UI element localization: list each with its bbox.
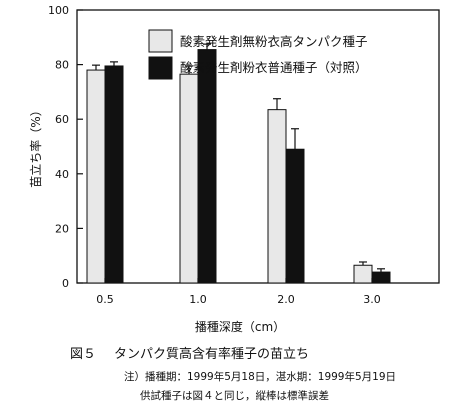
legend: 酸素発生剤無粉衣高タンパク種子 酸素発生剤粉衣普通種子（対照） <box>148 29 368 80</box>
legend-label-series-1: 酸素発生剤無粉衣高タンパク種子 <box>180 34 368 49</box>
figure-number: 図５ <box>70 347 97 362</box>
legend-label-series-2: 酸素発生剤粉衣普通種子（対照） <box>180 60 368 75</box>
bar-3.0-series-1 <box>353 264 373 284</box>
y-tick-label-2: 40 <box>55 168 69 181</box>
x-axis-title: 播種深度（cm） <box>195 319 285 334</box>
x-tick-label-2: 2.0 <box>277 293 295 306</box>
bar-1.0-series-2 <box>197 49 217 284</box>
y-tick-label-3: 60 <box>55 113 69 126</box>
figure-caption: 図５ タンパク質高含有率種子の苗立ち <box>70 343 309 362</box>
x-tick-label-0: 0.5 <box>96 293 114 306</box>
x-axis: 0.5 1.0 2.0 3.0 <box>96 278 381 306</box>
y-tick-label-4: 80 <box>55 59 69 72</box>
bar-2.0-series-1 <box>267 109 287 284</box>
y-axis: 0 20 40 60 80 100 <box>48 4 83 290</box>
note-line-1: 注）播種期：1999年5月18日，湛水期：1999年5月19日 <box>124 371 397 383</box>
bar-0.5-series-1 <box>86 69 106 284</box>
bar-1.0-series-1 <box>179 73 199 284</box>
bar-3.0-series-2 <box>371 271 391 284</box>
legend-swatch-series-2 <box>148 56 173 80</box>
bar-0.5-series-2 <box>104 65 124 284</box>
legend-swatch-series-1 <box>148 29 173 53</box>
x-tick-label-3: 3.0 <box>363 293 381 306</box>
bar-2.0-series-2 <box>285 148 305 284</box>
note-line-2: 供試種子は図４と同じ，縦棒は標準誤差 <box>140 390 329 402</box>
figure-title: タンパク質高含有率種子の苗立ち <box>114 347 310 362</box>
plot-frame <box>76 9 440 284</box>
y-tick-label-0: 0 <box>62 277 69 290</box>
x-tick-label-1: 1.0 <box>189 293 207 306</box>
bars <box>86 43 391 284</box>
y-tick-label-1: 20 <box>55 222 69 235</box>
y-tick-label-5: 100 <box>48 4 69 17</box>
y-axis-title: 苗立ち率（%） <box>28 104 43 187</box>
